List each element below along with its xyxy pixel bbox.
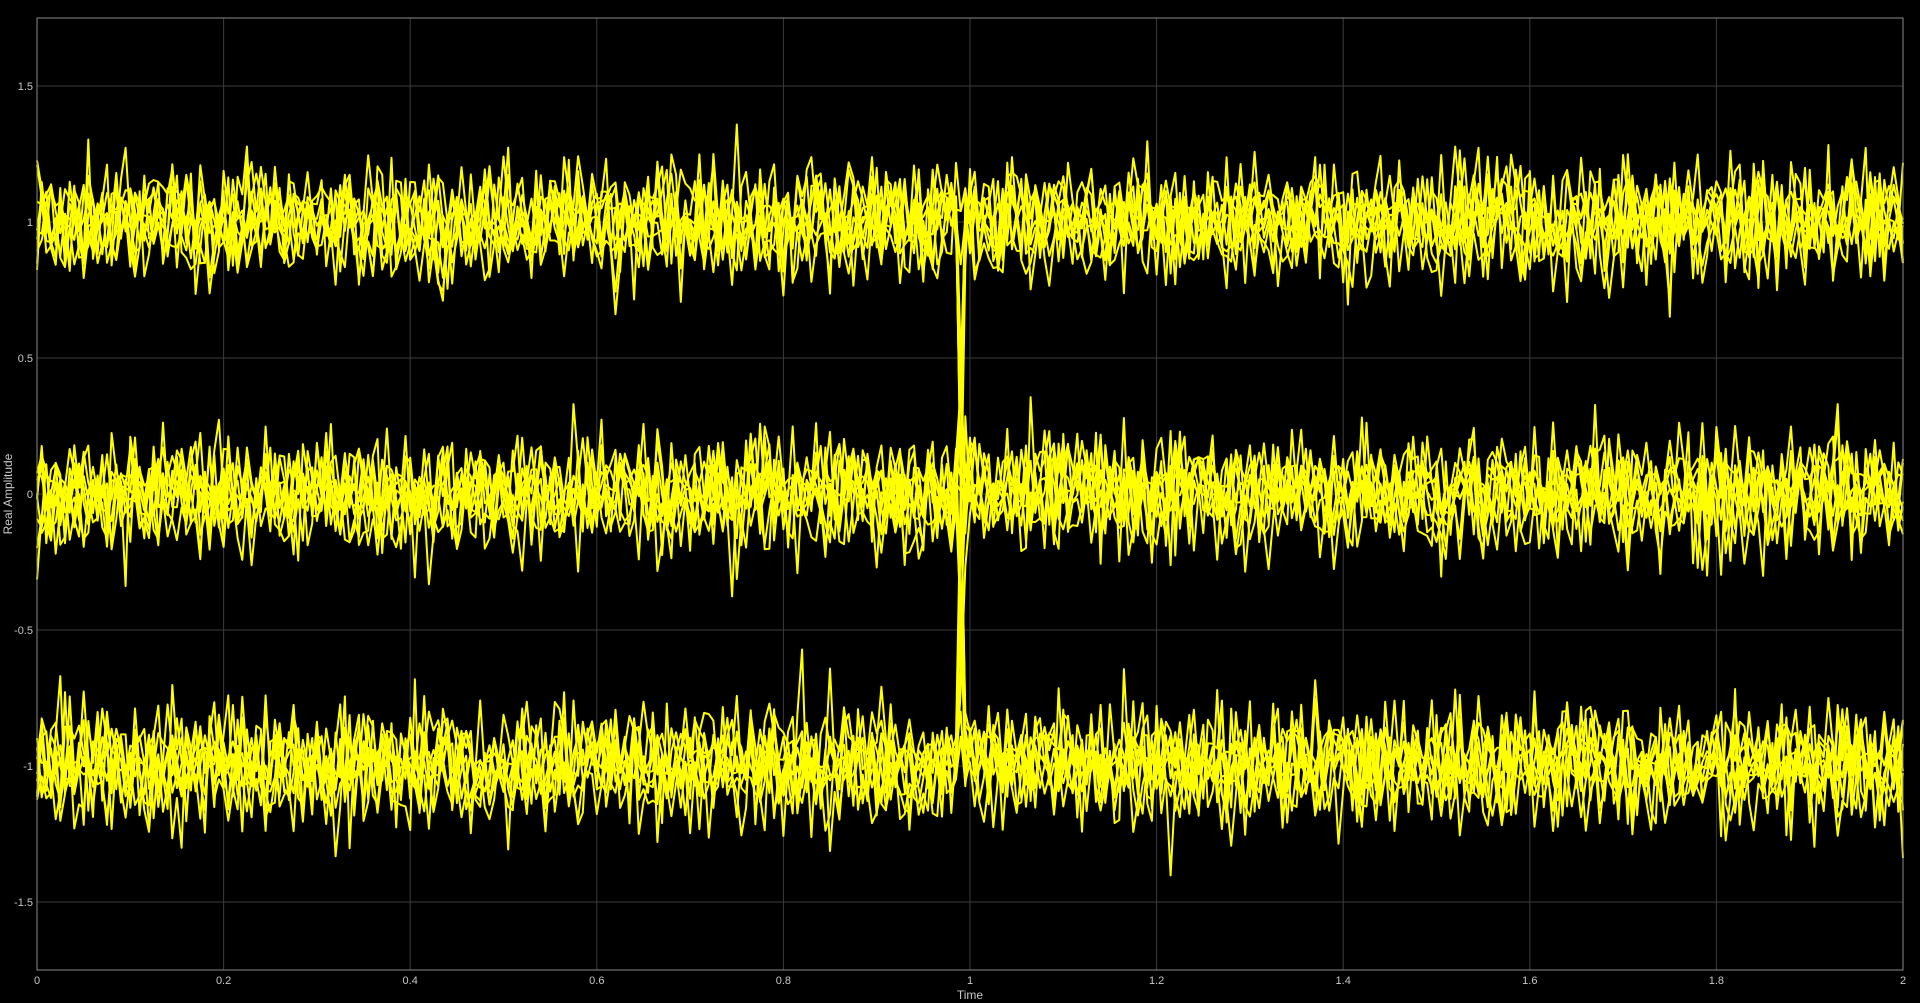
y-tick-label: -1.5 — [14, 897, 33, 909]
signal-trace — [36, 422, 1904, 850]
signal-trace — [36, 415, 1904, 849]
axes-border — [36, 17, 1904, 971]
x-axis-ticks: 0 0.2 0.4 0.6 0.8 1 1.2 1.4 1.6 1.8 2 — [34, 975, 1906, 987]
signal-traces — [36, 123, 1904, 877]
x-tick-label: 0 — [34, 975, 40, 987]
x-axis-label: Time — [957, 988, 984, 1002]
y-tick-label: -0.5 — [14, 625, 33, 637]
y-tick-label: 0 — [27, 489, 33, 501]
x-tick-label: 2 — [1900, 975, 1906, 987]
signal-trace — [36, 695, 1904, 852]
y-tick-label: 1 — [27, 217, 33, 229]
signal-trace — [36, 403, 1903, 842]
x-tick-label: 1.2 — [1149, 975, 1164, 987]
x-tick-label: 1.8 — [1709, 975, 1724, 987]
y-axis-label: Real Amplitude — [1, 453, 15, 534]
x-tick-label: 1.6 — [1522, 975, 1537, 987]
x-tick-label: 1 — [967, 975, 973, 987]
x-tick-label: 0.6 — [589, 975, 604, 987]
signal-trace — [36, 155, 1904, 830]
y-tick-label: -1 — [23, 761, 33, 773]
y-axis-ticks: 1.5 1 0.5 0 -0.5 -1 -1.5 — [14, 81, 33, 909]
y-tick-label: 1.5 — [18, 81, 33, 93]
x-tick-label: 0.2 — [216, 975, 231, 987]
signal-trace — [36, 418, 1904, 587]
x-tick-label: 0.8 — [776, 975, 791, 987]
x-tick-label: 1.4 — [1336, 975, 1351, 987]
x-tick-label: 0.4 — [403, 975, 418, 987]
signal-trace — [36, 138, 1904, 838]
y-tick-label: 0.5 — [18, 353, 33, 365]
signal-trace — [36, 146, 1904, 576]
